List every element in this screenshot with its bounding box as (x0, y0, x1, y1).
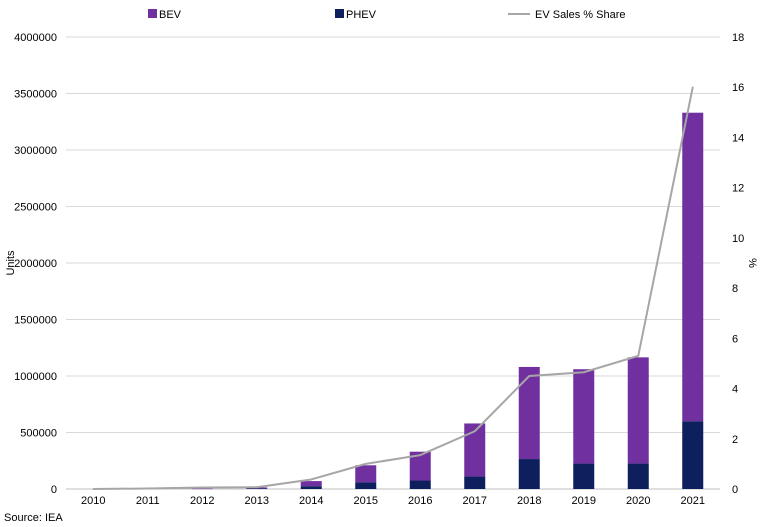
source-note: Source: IEA (4, 512, 63, 524)
y-tick-label: 0 (51, 484, 57, 496)
ev-share-point (582, 371, 585, 374)
bar-phev (464, 476, 486, 489)
x-tick-label: 2016 (408, 495, 432, 507)
legend-swatch-bev (148, 9, 157, 18)
y2-tick-label: 2 (732, 434, 738, 446)
ev-share-point (528, 375, 531, 377)
legend-label: EV Sales % Share (535, 9, 626, 21)
y2-tick-label: 8 (732, 283, 738, 295)
right-axis: 0 2 4 6 8 10 12 14 16 18 (732, 32, 744, 496)
left-axis: 0 500000 1000000 1500000 2000000 2500000 30000… (14, 32, 57, 496)
legend-swatch-phev (335, 9, 344, 18)
x-tick-label: 2018 (517, 495, 541, 507)
ev-share-point (201, 486, 204, 489)
ev-share-point (92, 488, 95, 490)
share-line-layer (92, 86, 694, 490)
bar-phev (246, 488, 268, 489)
y2-tick-label: 4 (732, 384, 738, 396)
bar-phev (682, 421, 704, 489)
bar-phev (627, 463, 649, 489)
bars (191, 112, 704, 490)
ev-share-point (473, 430, 476, 433)
x-tick-label: 2010 (81, 495, 105, 507)
bar-bev (518, 366, 540, 460)
legend: BEV PHEV EV Sales % Share (148, 9, 626, 21)
x-tick-label: 2015 (354, 495, 378, 507)
x-tick-label: 2021 (681, 495, 705, 507)
y2-tick-label: 10 (732, 233, 744, 245)
x-tick-label: 2013 (245, 495, 269, 507)
y-tick-label: 500000 (20, 428, 57, 440)
legend-label: BEV (159, 9, 182, 21)
bar-bev (464, 423, 486, 477)
bar-bev (682, 112, 704, 422)
y2-axis-label: % (746, 258, 758, 268)
y-axis-label: Units (5, 250, 17, 276)
x-tick-label: 2014 (299, 495, 323, 507)
y-tick-label: 1500000 (14, 315, 57, 327)
bar-phev (409, 480, 431, 489)
x-tick-label: 2019 (572, 495, 596, 507)
bar-phev (518, 459, 540, 489)
y-tick-label: 3000000 (14, 145, 57, 157)
ev-share-point (691, 86, 694, 89)
ev-share-point (419, 454, 422, 456)
x-tick-label: 2012 (190, 495, 214, 507)
ev-share-point (364, 463, 367, 465)
bar-phev (300, 486, 322, 489)
y2-tick-label: 16 (732, 82, 744, 94)
bar-bev (191, 488, 213, 490)
y2-tick-label: 14 (732, 132, 744, 144)
ev-share-point (637, 355, 640, 357)
x-tick-label: 2011 (136, 495, 160, 507)
y-tick-label: 3500000 (14, 89, 57, 101)
y2-tick-label: 0 (732, 484, 738, 496)
bar-bev (573, 369, 595, 464)
ev-share-point (146, 487, 149, 490)
y-tick-label: 2000000 (14, 258, 57, 270)
y2-tick-label: 18 (732, 32, 744, 44)
ev-share-point (310, 478, 313, 481)
y-tick-label: 4000000 (14, 32, 57, 44)
ev-share-point (255, 486, 258, 489)
bar-phev (355, 482, 377, 489)
x-tick-label: 2020 (626, 495, 650, 507)
y2-tick-label: 6 (732, 333, 738, 345)
bar-bev (300, 481, 322, 487)
bar-bev (355, 465, 377, 483)
x-axis: 2010 2011 2012 2013 2014 2015 2016 2017 2018 2019… (81, 495, 705, 507)
bar-bev (627, 357, 649, 464)
y2-tick-label: 12 (732, 183, 744, 195)
x-tick-label: 2017 (463, 495, 487, 507)
gridlines (66, 36, 720, 490)
y-tick-label: 2500000 (14, 202, 57, 214)
legend-label: PHEV (346, 9, 377, 21)
bar-phev (573, 463, 595, 489)
ev-share-line (93, 87, 694, 490)
y-tick-label: 1000000 (14, 371, 57, 383)
bar-bev (409, 451, 431, 481)
